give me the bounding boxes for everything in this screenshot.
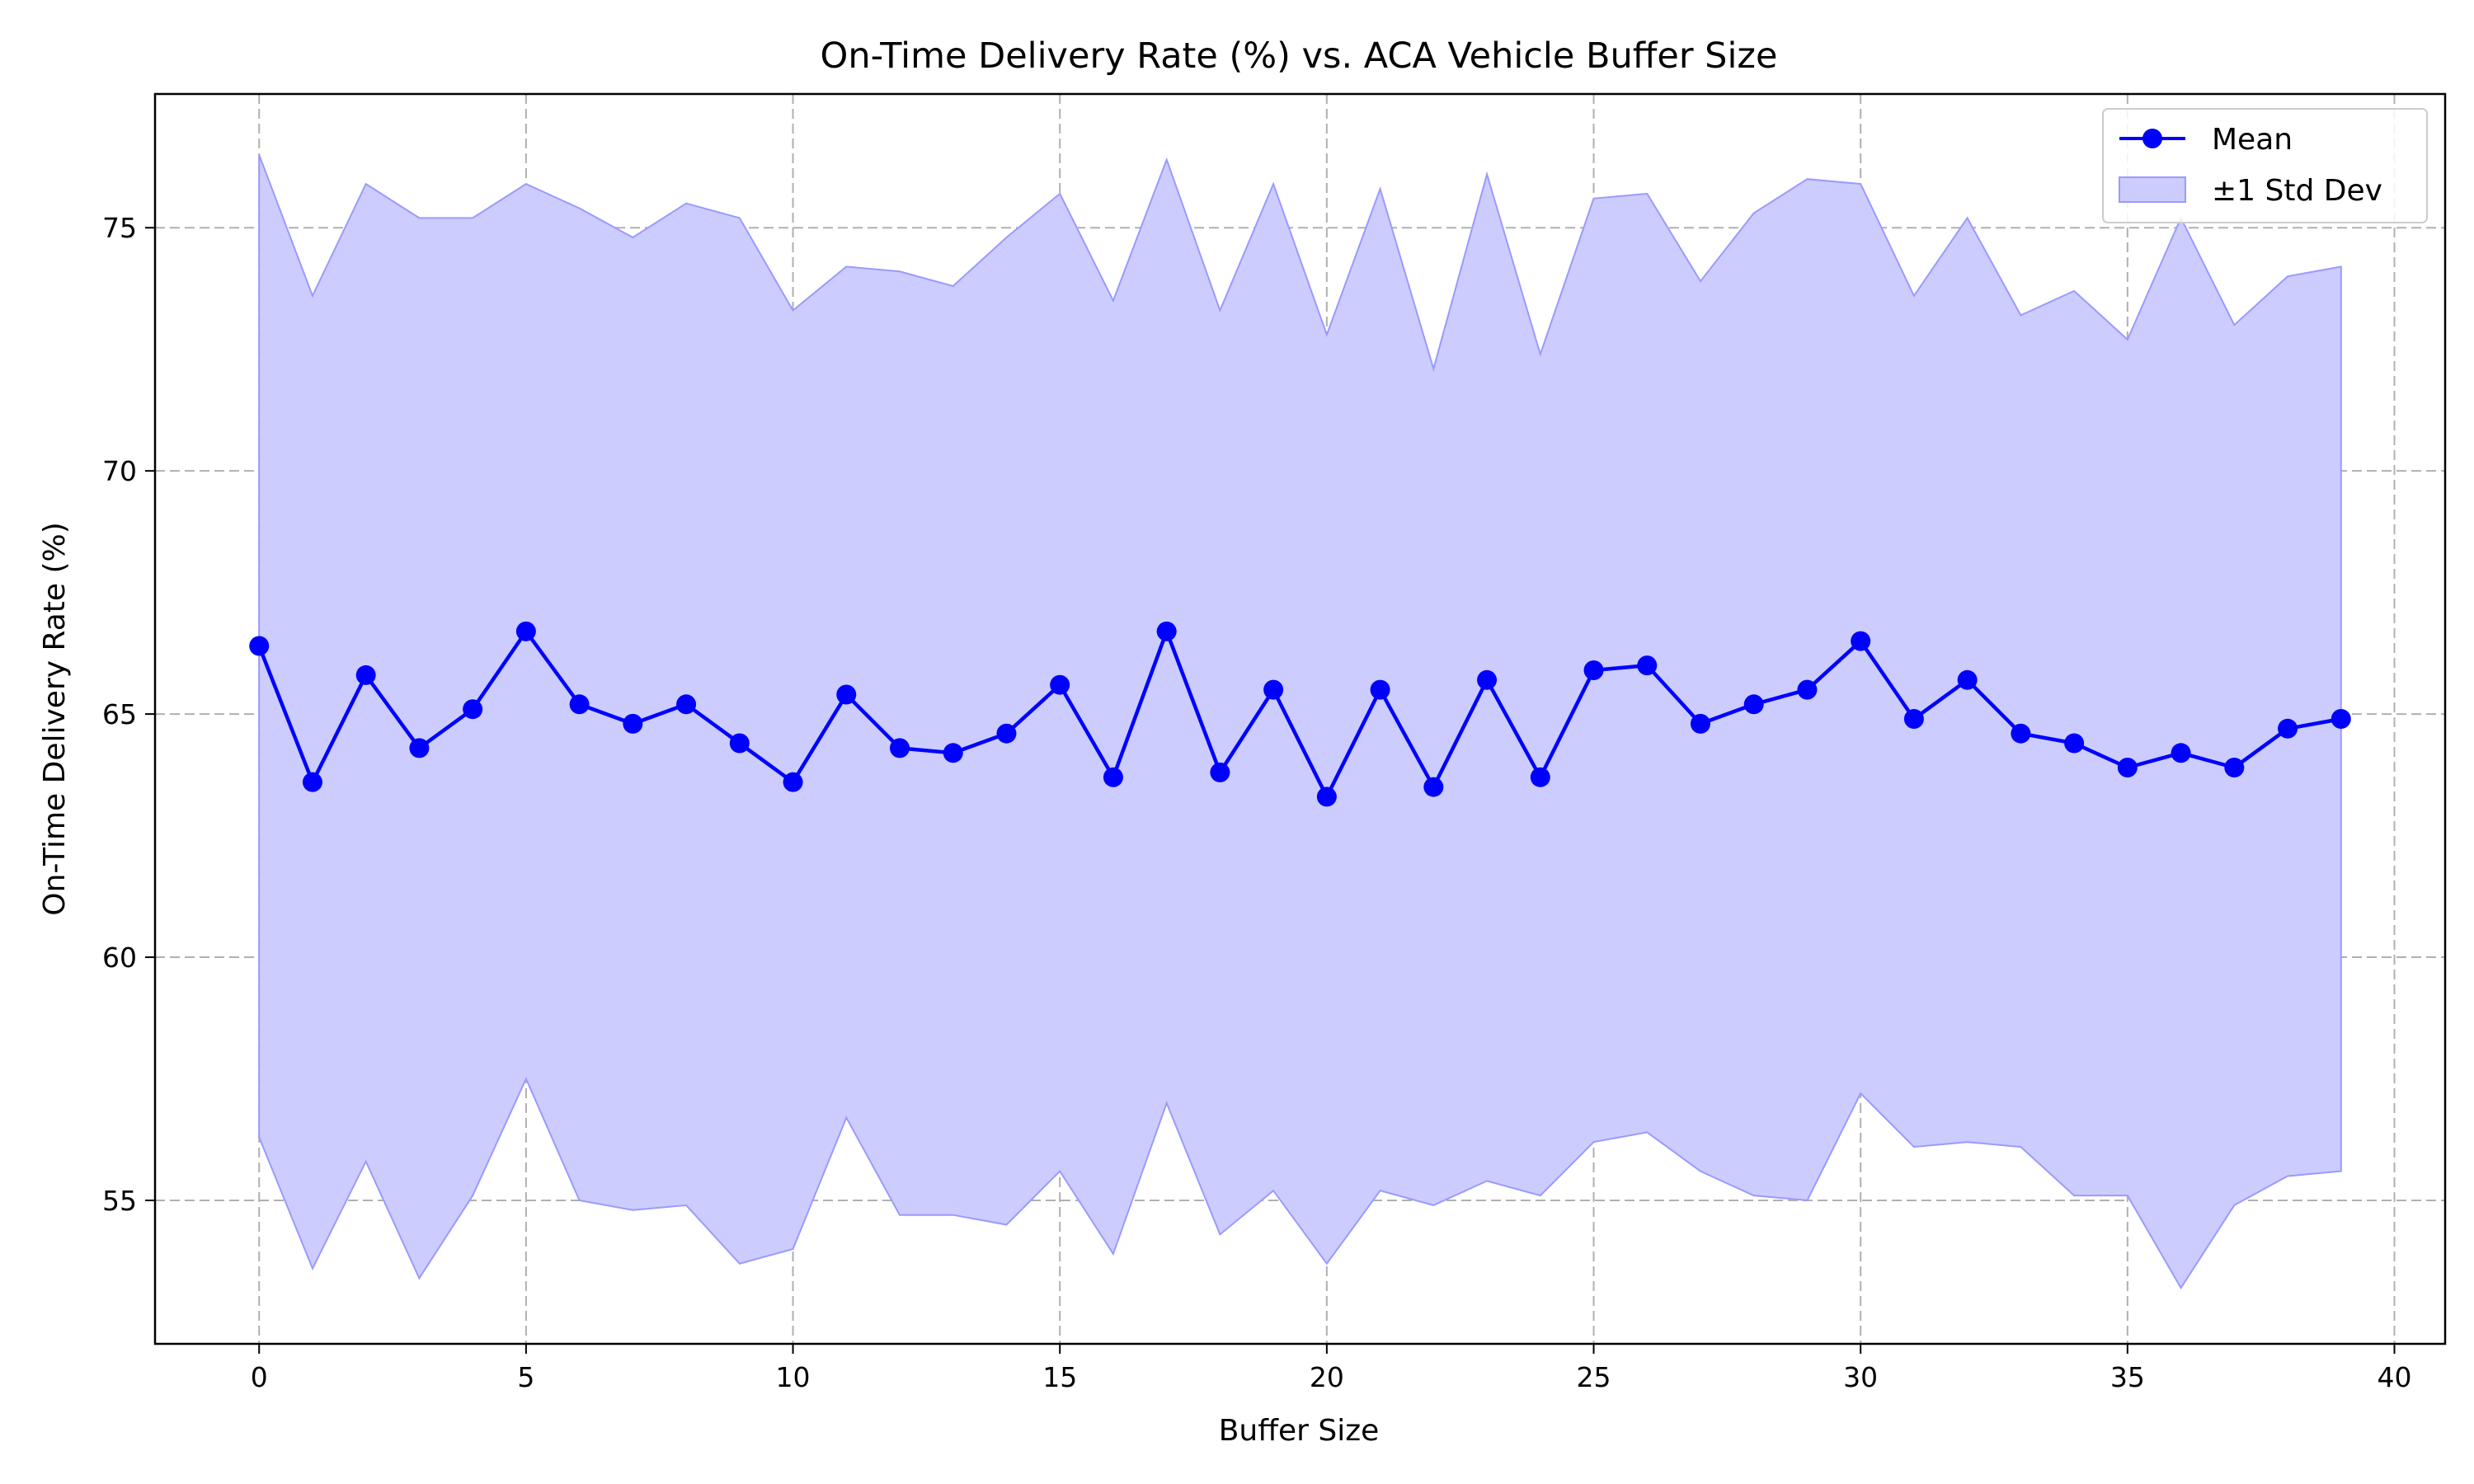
y-tick-label: 75 [102,212,137,244]
mean-point [2224,757,2245,777]
x-tick-label: 20 [1310,1361,1344,1393]
legend-mean-marker [2142,129,2162,148]
x-tick-label: 25 [1577,1361,1611,1393]
mean-point [890,738,910,758]
mean-point [1743,694,1764,715]
x-tick-label: 15 [1042,1361,1077,1393]
mean-point [2331,709,2351,729]
mean-point [1050,674,1070,695]
mean-point [1583,660,1604,681]
mean-point [943,743,963,763]
x-tick-label: 40 [2378,1361,2412,1393]
x-axis-ticks: 0 5 10 15 20 25 30 35 40 [251,1344,2412,1393]
x-tick-label: 30 [1843,1361,1878,1393]
mean-point [1903,709,1924,729]
mean-point [1637,655,1658,676]
mean-series [249,621,2351,807]
y-tick-label: 60 [102,942,137,974]
mean-point [836,684,857,705]
mean-point [515,621,536,641]
std-dev-band-area [258,154,2342,1290]
mean-point [1370,679,1390,700]
mean-point [355,665,376,685]
mean-point [783,772,803,792]
legend-band-label: ±1 Std Dev [2212,174,2382,208]
x-tick-label: 35 [2110,1361,2145,1393]
x-tick-label: 10 [776,1361,811,1393]
chart-title: On-Time Delivery Rate (%) vs. ACA Vehicl… [821,35,1778,77]
mean-point [996,723,1017,744]
y-tick-label: 55 [102,1185,137,1217]
std-dev-band [258,154,2342,1290]
mean-point [2171,743,2191,763]
mean-point [2117,757,2138,777]
mean-point [249,636,270,656]
mean-point [1316,787,1337,807]
mean-point [1103,767,1123,787]
mean-point [463,699,483,720]
mean-point [1530,767,1550,787]
plot-area-frame [153,92,2447,1345]
legend-mean-label: Mean [2212,123,2293,157]
mean-point [1156,621,1177,641]
mean-point [569,694,590,715]
mean-point [1851,631,1871,651]
x-tick-label: 0 [251,1361,268,1393]
legend-band-swatch [2119,176,2186,203]
x-tick-label: 5 [517,1361,534,1393]
mean-point [1210,762,1230,782]
mean-line [257,629,2342,799]
y-tick-label: 70 [102,455,137,487]
mean-point [623,713,643,734]
y-tick-label: 65 [102,698,137,730]
mean-point [1477,669,1498,690]
mean-point [302,772,322,792]
x-axis-label: Buffer Size [1219,1414,1380,1448]
y-axis-ticks: 55 60 65 70 75 [102,212,155,1217]
mean-point [2011,723,2031,744]
y-axis-label: On-Time Delivery Rate (%) [38,522,72,916]
legend: Mean ±1 Std Dev [2102,108,2428,223]
mean-point [1797,679,1818,700]
mean-point [1690,713,1710,734]
mean-point [729,733,750,754]
mean-point [2064,733,2085,754]
mean-point [1423,777,1444,797]
mean-point [1957,669,1978,690]
mean-point [676,694,697,715]
mean-point [2278,718,2298,739]
mean-point [409,738,430,758]
mean-point [1263,679,1284,700]
